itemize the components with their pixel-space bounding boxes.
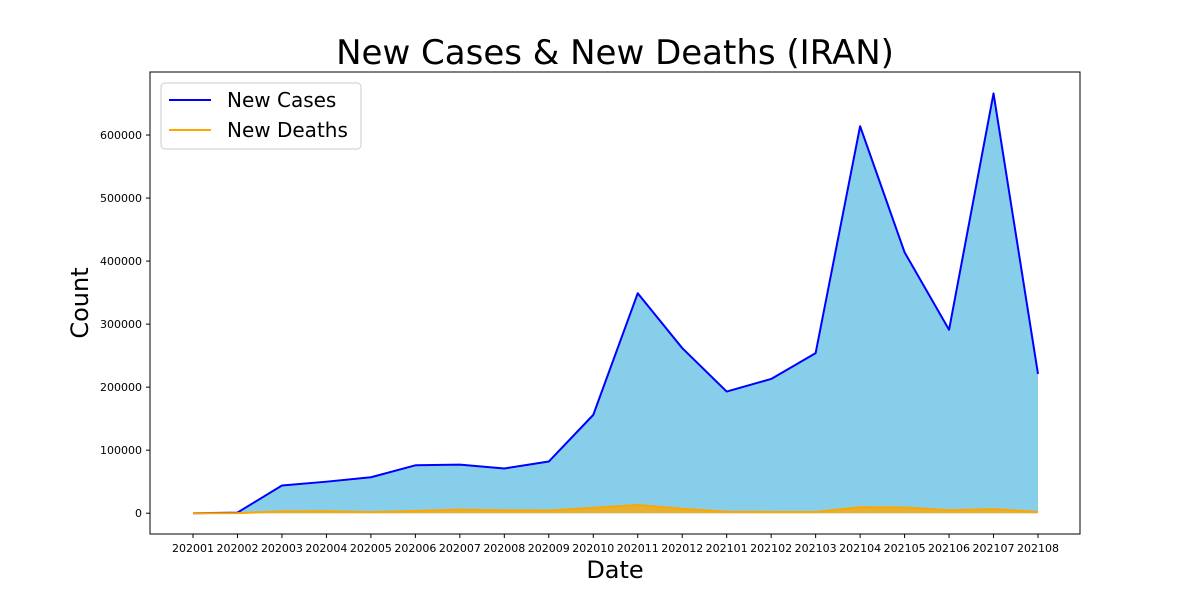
- legend: New Cases New Deaths: [160, 82, 362, 150]
- x-tick-label: 202101: [706, 542, 748, 555]
- y-axis-label: Count: [66, 267, 94, 338]
- series-line-1: [192, 504, 1039, 515]
- y-tick-label: 200000: [100, 381, 142, 394]
- series-line-0: [192, 92, 1039, 515]
- y-tick-label: 600000: [100, 129, 142, 142]
- x-tick-label: 202006: [394, 542, 436, 555]
- series-area-0: [193, 93, 1038, 514]
- y-tick-label: 400000: [100, 255, 142, 268]
- x-tick-label: 202007: [439, 542, 481, 555]
- y-tick-label: 0: [135, 507, 142, 520]
- chart-title: New Cases & New Deaths (IRAN): [336, 33, 894, 73]
- y-tick-label: 100000: [100, 444, 142, 457]
- x-tick-label: 202005: [350, 542, 392, 555]
- x-tick-label: 202106: [928, 542, 970, 555]
- x-tick-label: 202001: [172, 542, 214, 555]
- x-tick-label: 202004: [305, 542, 347, 555]
- plot-area: 0 100000 200000 300000 400000 500000 600000 202…: [100, 71, 1081, 555]
- x-tick-label: 202010: [572, 542, 614, 555]
- x-tick-label: 202107: [973, 542, 1015, 555]
- x-tick-label: 202008: [483, 542, 525, 555]
- x-axis-label: Date: [586, 556, 643, 584]
- x-tick-label: 202002: [216, 542, 258, 555]
- y-tick-label: 300000: [100, 318, 142, 331]
- x-tick-label: 202009: [528, 542, 570, 555]
- x-tick-label: 202104: [839, 542, 881, 555]
- x-tick-label: 202011: [617, 542, 659, 555]
- x-tick-label: 202003: [261, 542, 303, 555]
- plot-frame: [149, 71, 1081, 535]
- x-tick-label: 202012: [661, 542, 703, 555]
- legend-label-0: New Cases: [227, 88, 336, 112]
- legend-label-1: New Deaths: [227, 118, 348, 142]
- x-tick-label: 202108: [1017, 542, 1059, 555]
- x-tick-label: 202102: [750, 542, 792, 555]
- x-tick-label: 202105: [884, 542, 926, 555]
- x-tick-label: 202103: [795, 542, 837, 555]
- y-tick-label: 500000: [100, 192, 142, 205]
